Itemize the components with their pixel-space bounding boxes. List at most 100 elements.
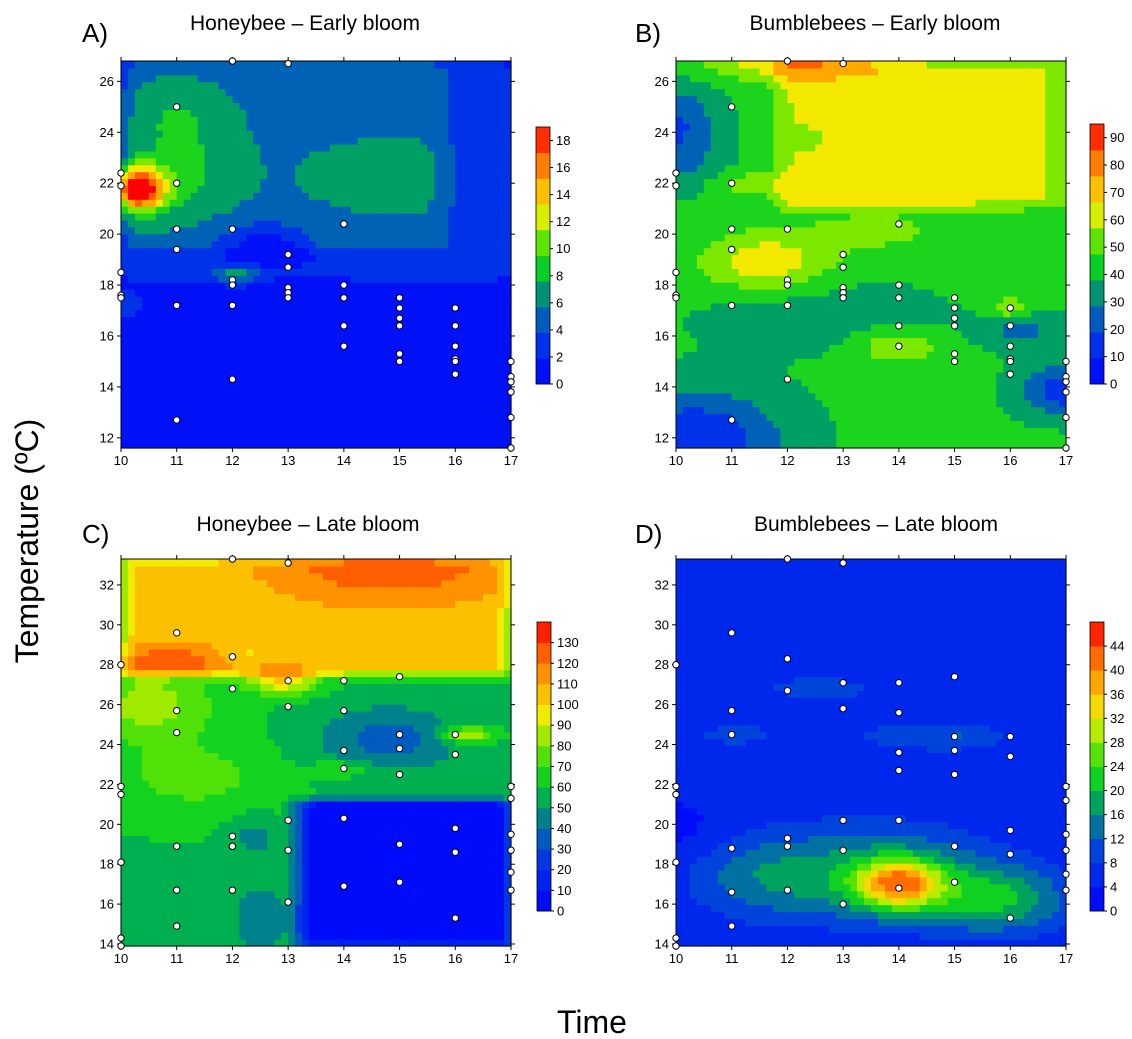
field-cell xyxy=(483,95,491,104)
field-cell xyxy=(309,240,317,249)
field-cell xyxy=(253,371,261,380)
field-cell xyxy=(759,219,768,228)
field-cell xyxy=(399,233,408,242)
field-cell xyxy=(281,123,289,131)
field-cell xyxy=(462,67,470,76)
field-cell xyxy=(752,88,761,97)
field-cell xyxy=(295,240,303,249)
field-cell xyxy=(281,137,289,145)
field-cell xyxy=(448,441,456,449)
field-cell xyxy=(385,178,394,186)
field-cell xyxy=(836,399,844,408)
field-cell xyxy=(794,164,802,173)
field-cell xyxy=(246,309,254,318)
field-cell xyxy=(309,192,317,200)
field-cell xyxy=(239,378,247,387)
field-cell xyxy=(197,116,206,124)
field-cell xyxy=(682,385,691,394)
field-cell xyxy=(864,378,872,387)
field-cell xyxy=(871,226,879,235)
field-cell xyxy=(169,358,178,366)
field-cell xyxy=(343,67,352,76)
field-cell xyxy=(843,282,851,290)
field-cell xyxy=(717,378,726,387)
field-cell xyxy=(455,137,463,145)
field-cell xyxy=(413,185,422,193)
field-cell xyxy=(504,233,512,242)
field-cell xyxy=(745,358,754,366)
field-cell xyxy=(850,199,858,207)
field-cell xyxy=(780,441,789,449)
field-cell xyxy=(267,378,275,387)
field-cell xyxy=(759,74,768,83)
field-cell xyxy=(836,261,844,269)
field-cell xyxy=(260,282,268,290)
field-cell xyxy=(696,240,705,249)
field-cell xyxy=(794,323,802,332)
field-cell xyxy=(295,295,303,304)
field-cell xyxy=(843,178,851,186)
field-cell xyxy=(204,95,213,104)
field-cell xyxy=(204,427,213,435)
field-cell xyxy=(808,316,816,325)
field-cell xyxy=(696,254,705,263)
field-cell xyxy=(448,199,456,207)
field-cell xyxy=(462,130,470,138)
field-cell xyxy=(197,102,206,110)
field-cell xyxy=(884,213,893,221)
field-cell xyxy=(329,178,338,186)
field-cell xyxy=(738,344,747,352)
field-cell xyxy=(148,137,157,145)
field-cell xyxy=(676,88,684,97)
field-cell xyxy=(267,309,275,318)
field-cell xyxy=(710,171,719,180)
field-cell xyxy=(218,192,227,200)
field-cell xyxy=(392,116,401,124)
field-cell xyxy=(399,365,408,373)
field-cell xyxy=(843,116,851,124)
field-cell xyxy=(134,206,143,214)
field-cell xyxy=(497,392,505,401)
field-cell xyxy=(232,233,240,242)
field-cell xyxy=(689,406,698,415)
field-cell xyxy=(864,275,872,283)
field-cell xyxy=(225,192,234,200)
field-cell xyxy=(815,123,823,131)
field-cell xyxy=(260,420,268,428)
field-cell xyxy=(155,213,164,221)
field-cell xyxy=(211,420,220,428)
field-cell xyxy=(274,157,282,166)
field-cell xyxy=(121,240,129,249)
field-cell xyxy=(441,385,449,394)
field-cell xyxy=(260,95,268,104)
field-cell xyxy=(843,316,851,325)
field-cell xyxy=(420,199,429,207)
field-cell xyxy=(483,434,491,442)
field-cell xyxy=(490,213,498,221)
field-cell xyxy=(884,413,893,421)
field-cell xyxy=(343,358,352,366)
field-cell xyxy=(822,67,830,76)
field-cell xyxy=(682,88,691,97)
field-cell xyxy=(801,219,809,228)
field-cell xyxy=(274,344,282,352)
field-cell xyxy=(357,392,366,401)
field-cell xyxy=(476,420,484,428)
field-cell xyxy=(455,371,463,380)
field-cell xyxy=(752,309,761,318)
field-cell xyxy=(752,206,761,214)
field-cell xyxy=(483,171,491,180)
field-cell xyxy=(857,199,865,207)
field-cell xyxy=(399,226,408,235)
field-cell xyxy=(710,330,719,339)
field-cell xyxy=(689,385,698,394)
field-cell xyxy=(759,358,768,366)
field-cell xyxy=(787,102,795,110)
field-cell xyxy=(218,344,227,352)
field-cell xyxy=(871,192,879,200)
field-cell xyxy=(413,178,422,186)
field-cell xyxy=(176,323,185,332)
field-cell xyxy=(225,213,234,221)
field-cell xyxy=(696,67,705,76)
field-cell xyxy=(413,226,422,235)
